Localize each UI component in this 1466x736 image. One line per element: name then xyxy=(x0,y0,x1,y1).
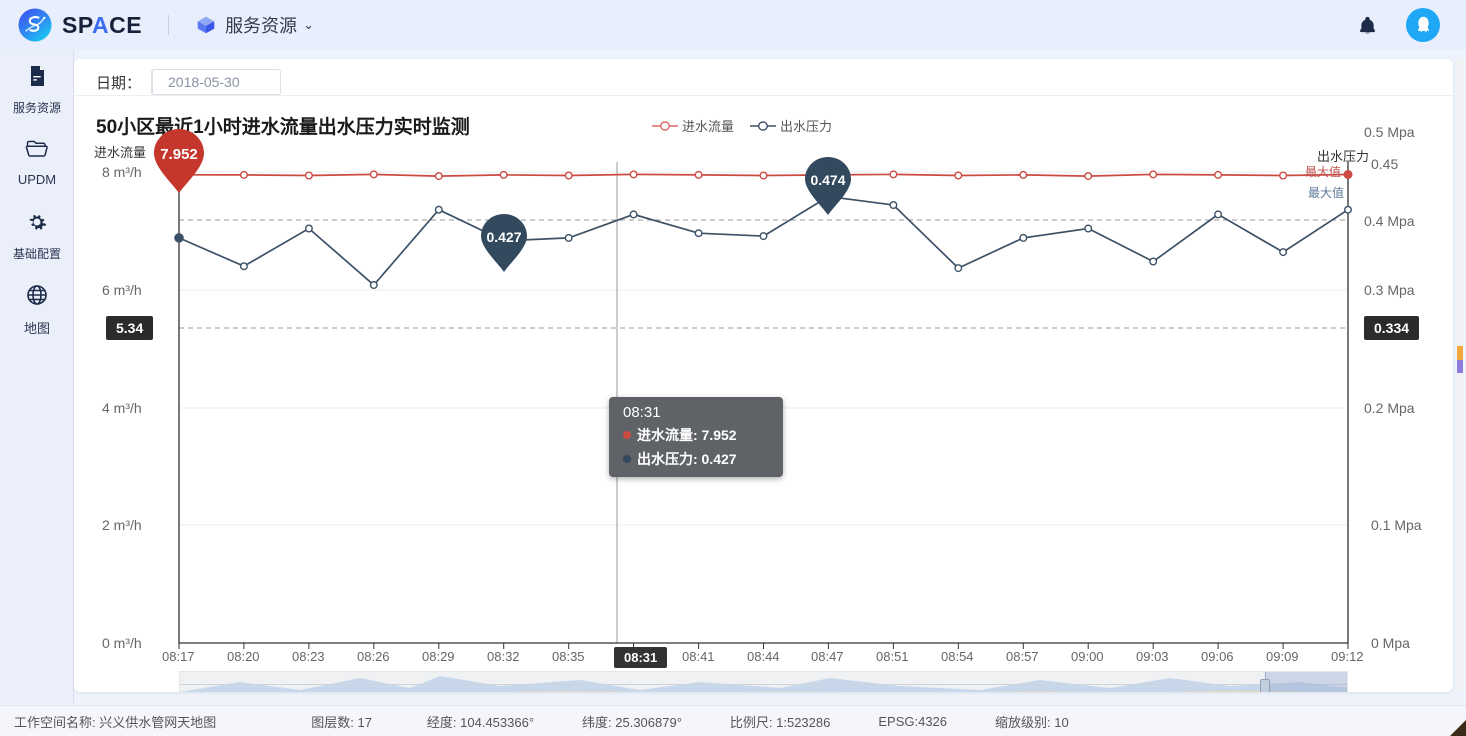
svg-text:0.474: 0.474 xyxy=(810,172,845,188)
svg-text:7.952: 7.952 xyxy=(160,146,198,163)
svg-text:0.427: 0.427 xyxy=(486,229,521,245)
